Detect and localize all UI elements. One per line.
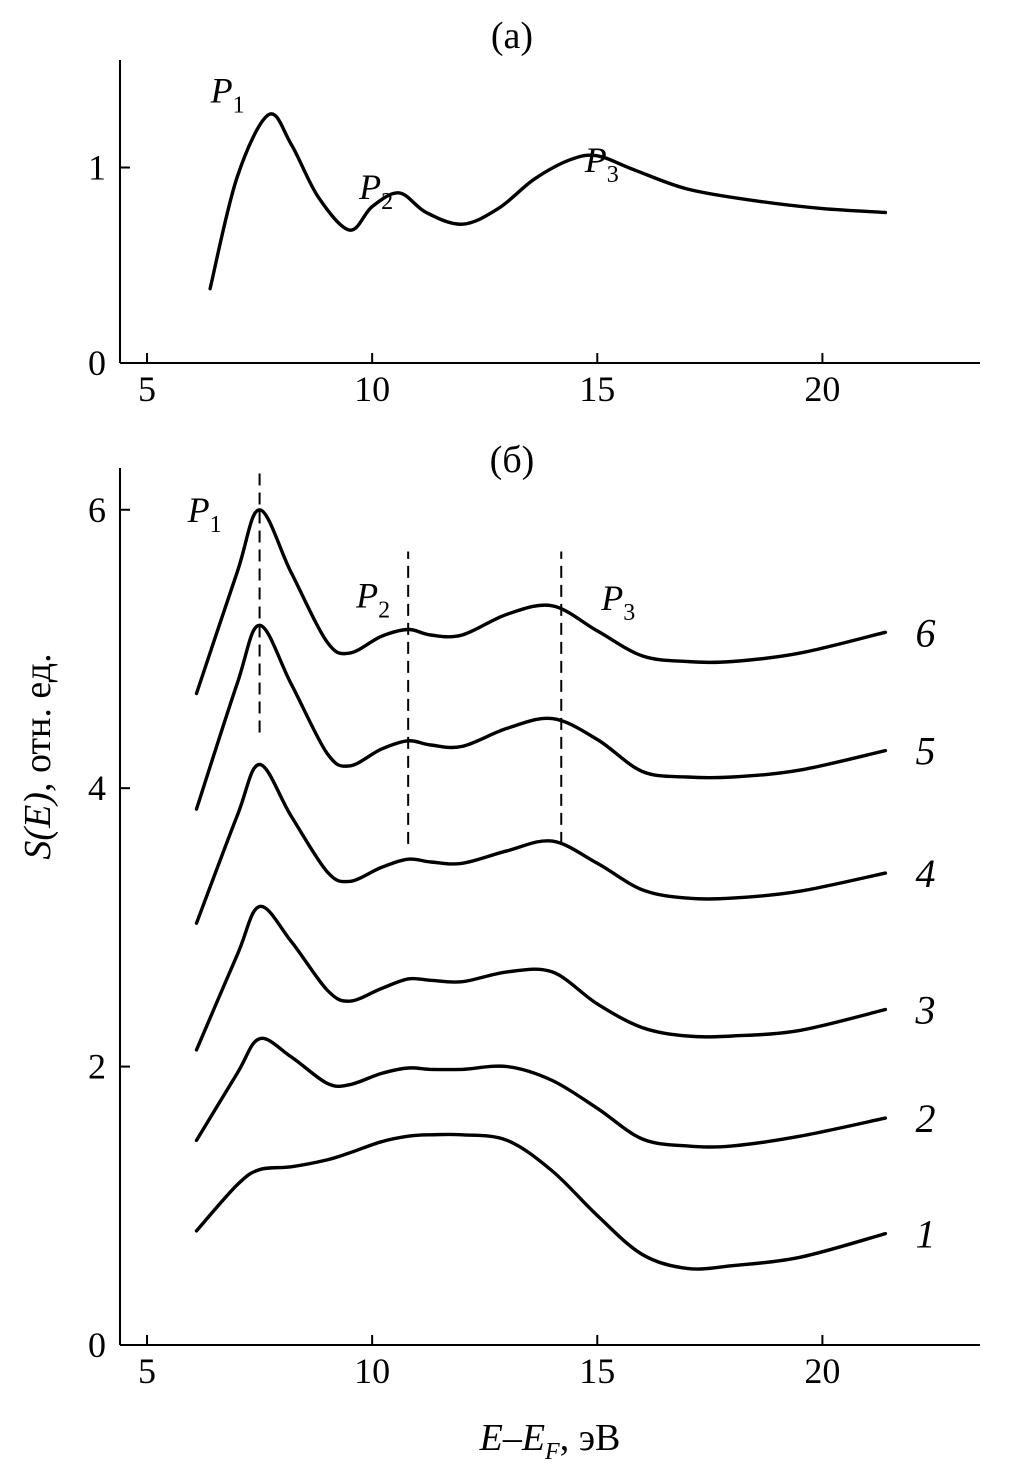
peak-label-letter: P (210, 71, 233, 111)
x-tick-label: 10 (354, 369, 390, 409)
x-tick-label: 5 (138, 369, 156, 409)
y-axis-label-unit: , отн. ед. (17, 653, 59, 792)
y-axis-label-var: S(E) (17, 792, 59, 860)
peak-label-letter: P (600, 578, 623, 618)
curve-label-2: 2 (915, 1096, 935, 1141)
peak-label-letter: P (358, 167, 381, 207)
peak-label-subscript: 2 (378, 597, 390, 623)
x-axis-label: E–EF, эВ (479, 1417, 621, 1465)
curve-label-4: 4 (915, 851, 935, 896)
x-tick-label: 5 (138, 1351, 156, 1391)
x-tick-label: 20 (804, 369, 840, 409)
series-curve-1 (194, 1132, 888, 1271)
curve-label-5: 5 (915, 729, 935, 774)
peak-label-letter: P (584, 140, 607, 180)
x-axis-label-sub: F (544, 1439, 560, 1465)
peak-label-letter: P (187, 490, 210, 530)
x-tick-label: 20 (804, 1351, 840, 1391)
y-tick-label: 2 (88, 1047, 106, 1087)
x-tick-label: 15 (579, 369, 615, 409)
y-tick-label: 0 (88, 1325, 106, 1365)
series-curve-a (208, 112, 888, 291)
peak-label-subscript: 2 (381, 189, 393, 215)
peak-label: P2 (355, 575, 390, 623)
series-curve-6 (194, 508, 888, 696)
peak-label-subscript: 3 (607, 162, 619, 188)
curve-label-6: 6 (915, 610, 935, 655)
series-curve-3 (194, 904, 888, 1052)
series-curve-5 (194, 623, 888, 811)
y-tick-label: 0 (88, 343, 106, 383)
panel-title: (а) (491, 15, 533, 57)
curve-label-1: 1 (915, 1212, 935, 1257)
curve-label-3: 3 (914, 988, 935, 1033)
peak-label: P3 (600, 578, 635, 626)
peak-label-letter: P (355, 575, 378, 615)
peak-label: P1 (187, 490, 222, 538)
y-axis-label: S(E), отн. ед. (17, 653, 59, 859)
panel-title: (б) (490, 439, 535, 481)
peak-label: P3 (584, 140, 619, 188)
peak-label: P2 (358, 167, 393, 215)
x-tick-label: 15 (579, 1351, 615, 1391)
x-tick-label: 10 (354, 1351, 390, 1391)
y-tick-label: 1 (88, 148, 106, 188)
peak-label-subscript: 1 (233, 93, 245, 119)
peak-label-subscript: 1 (210, 512, 222, 538)
series-curve-4 (194, 762, 888, 925)
y-tick-label: 4 (88, 768, 106, 808)
peak-label: P1 (210, 71, 245, 119)
peak-label-subscript: 3 (623, 600, 635, 626)
y-tick-label: 6 (88, 490, 106, 530)
series-curve-2 (194, 1036, 888, 1149)
x-axis-label-var: E–E (479, 1417, 545, 1459)
x-axis-label-unit: , эВ (560, 1417, 621, 1459)
